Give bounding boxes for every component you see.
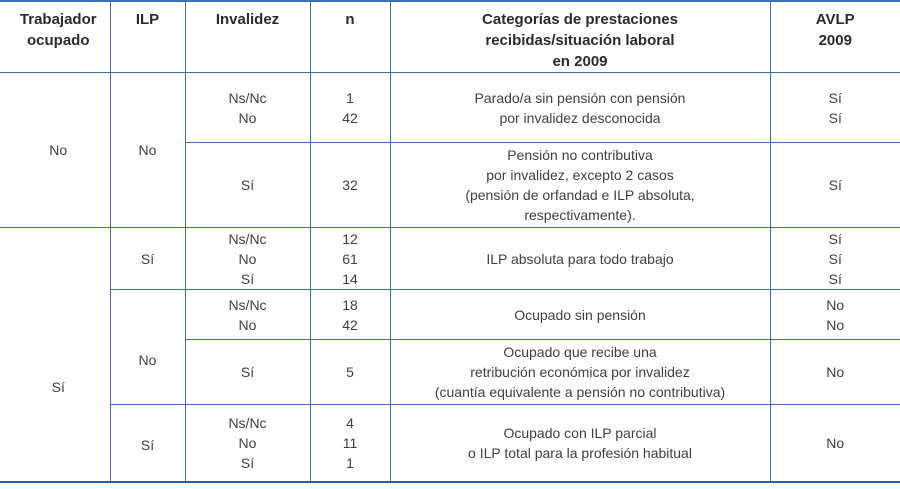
cell-ilp-no-b: No <box>109 289 186 405</box>
cell-trabajador-no: No <box>0 72 111 228</box>
table-row-group1: No No Ns/Nc No 1 42 Parado/a sin pensión… <box>0 72 900 228</box>
cell-avlp-g1: Sí Sí <box>769 72 900 143</box>
cell-avlp-g4: No No <box>769 289 900 340</box>
cell-trabajador-si: Sí <box>0 227 111 481</box>
cell-invalidez-g4: Ns/Nc No <box>184 289 311 340</box>
cell-invalidez-g3: Ns/Nc No Sí <box>184 227 311 290</box>
table-row-group6: Sí Ns/Nc No Sí 4 11 1 Ocupado con ILP pa… <box>0 404 900 481</box>
table-row-group3: Sí Sí Ns/Nc No Sí 12 61 14 ILP absoluta … <box>0 227 900 481</box>
col-header-trabajador-ocupado: Trabajador ocupado <box>0 1 111 73</box>
cell-n-g1: 1 42 <box>309 72 391 143</box>
cell-n-g5: 5 <box>309 339 391 405</box>
cell-invalidez-g2: Sí <box>184 142 311 228</box>
cell-invalidez-g1: Ns/Nc No <box>184 72 311 143</box>
col-header-avlp-2009: AVLP 2009 <box>769 1 900 73</box>
cell-invalidez-g6: Ns/Nc No Sí <box>184 404 311 481</box>
cell-avlp-g3: Sí Sí Sí <box>769 227 900 290</box>
cell-ilp-no-a: No <box>109 72 186 228</box>
cell-n-g6: 4 11 1 <box>309 404 391 481</box>
cell-ilp-si-b2: Sí <box>109 404 186 481</box>
cell-categoria-g3: ILP absoluta para todo trabajo <box>389 227 771 290</box>
cell-ilp-si-b1: Sí <box>109 227 186 290</box>
header-row: Trabajador ocupado ILP Invalidez n Categ… <box>0 1 900 73</box>
col-header-ilp: ILP <box>109 1 186 73</box>
table-row-group5: Sí 5 Ocupado que recibe una retribución … <box>0 339 900 405</box>
table-row-group2: Sí 32 Pensión no contributiva por invali… <box>0 142 900 228</box>
cell-categoria-g2: Pensión no contributiva por invalidez, e… <box>389 142 771 228</box>
cell-avlp-g5: No <box>769 339 900 405</box>
col-header-categorias: Categorías de prestaciones recibidas/sit… <box>389 1 771 73</box>
cell-categoria-g4: Ocupado sin pensión <box>389 289 771 340</box>
cell-n-g4: 18 42 <box>309 289 391 340</box>
table-row-group4: No Ns/Nc No 18 42 Ocupado sin pensión No… <box>0 289 900 405</box>
cell-n-g3: 12 61 14 <box>309 227 391 290</box>
cell-invalidez-g5: Sí <box>184 339 311 405</box>
col-header-invalidez: Invalidez <box>184 1 311 73</box>
col-header-n: n <box>309 1 391 73</box>
cell-categoria-g1: Parado/a sin pensión con pensión por inv… <box>389 72 771 143</box>
cell-categoria-g6: Ocupado con ILP parcial o ILP total para… <box>389 404 771 481</box>
cell-n-g2: 32 <box>309 142 391 228</box>
cell-avlp-g2: Sí <box>769 142 900 228</box>
cell-categoria-g5: Ocupado que recibe una retribución econó… <box>389 339 771 405</box>
cell-avlp-g6: No <box>769 404 900 481</box>
